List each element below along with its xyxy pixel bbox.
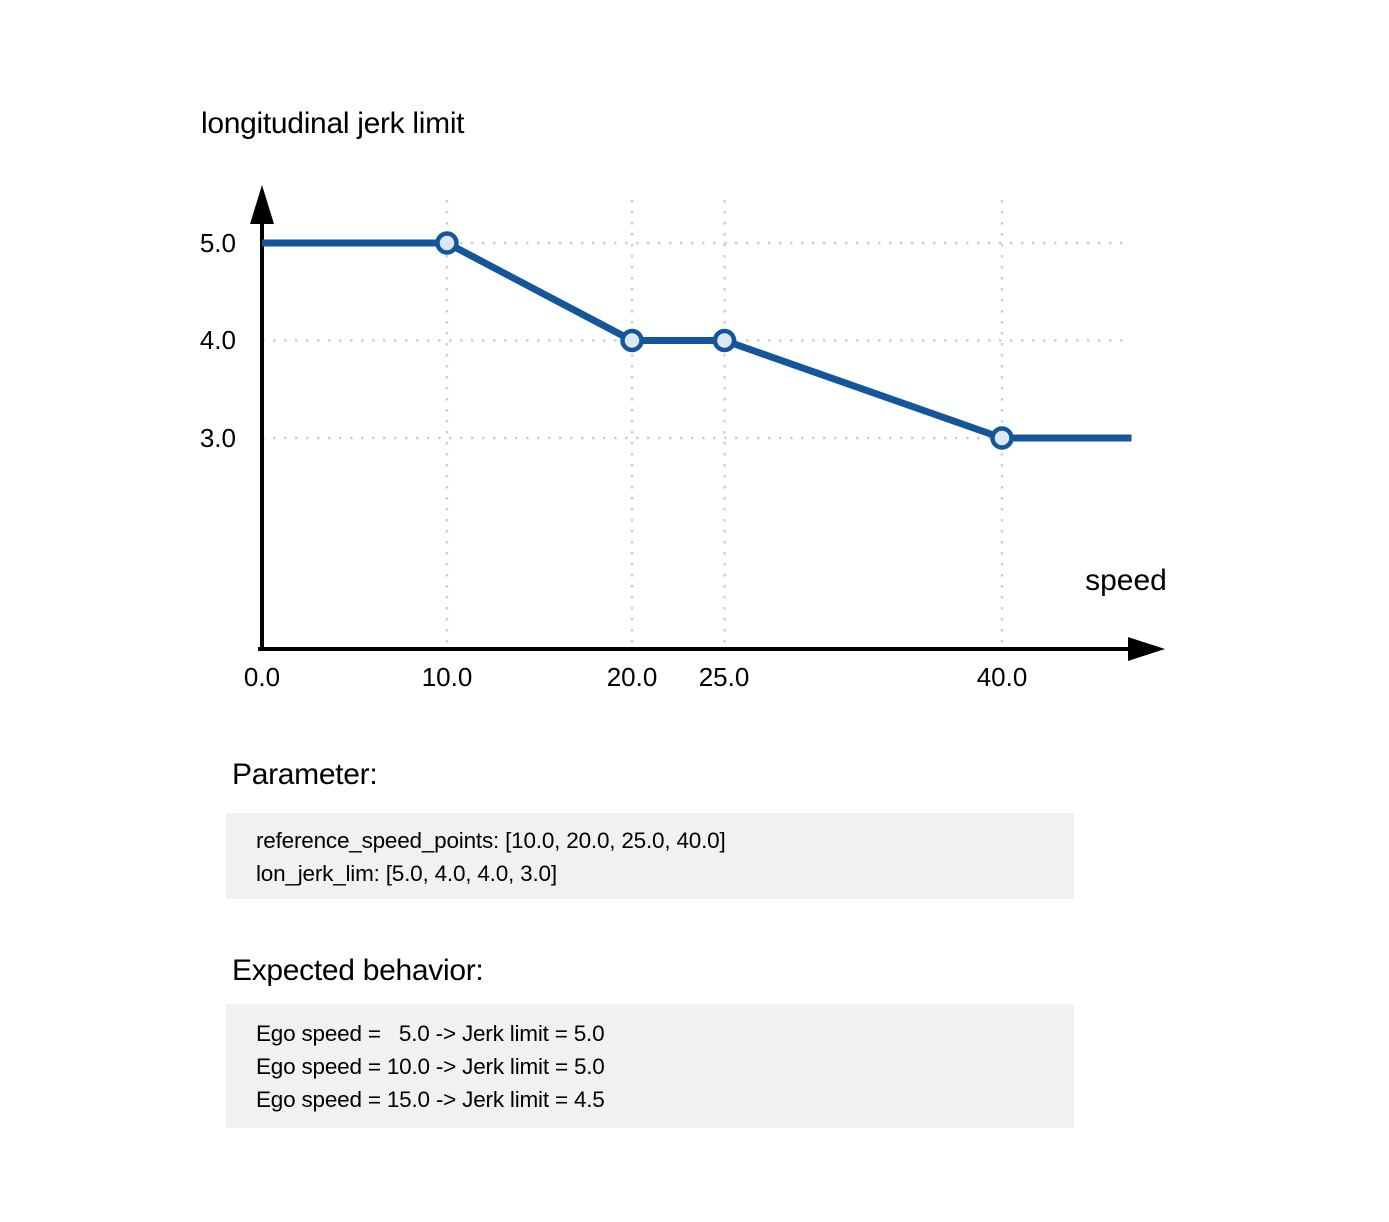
- expected-behavior-line-2: Ego speed = 10.0 -> Jerk limit = 5.0: [256, 1054, 605, 1079]
- x-axis-label: speed: [1085, 564, 1167, 597]
- jerk-limit-chart: [250, 185, 1165, 661]
- x-tick-label-40.0: 40.0: [976, 662, 1028, 692]
- y-tick-label-5.0: 5.0: [199, 228, 236, 258]
- x-tick-label-10.0: 10.0: [421, 662, 473, 692]
- data-point-10-5: [435, 231, 459, 255]
- y-tick-label-3.0: 3.0: [199, 423, 236, 453]
- x-tick-label-25.0: 25.0: [698, 662, 750, 692]
- expected-behavior-line-1: Ego speed = 5.0 -> Jerk limit = 5.0: [256, 1021, 605, 1046]
- marker-layer: [435, 231, 1014, 450]
- grid-layer: [262, 200, 1131, 648]
- data-point-20-4: [620, 328, 644, 353]
- y-axis-arrow-icon: [250, 185, 274, 224]
- parameter-line-lon-jerk-lim: lon_jerk_lim: [5.0, 4.0, 4.0, 3.0]: [256, 861, 557, 886]
- x-axis-arrow-icon: [1128, 637, 1165, 661]
- expected-behavior-line-3: Ego speed = 15.0 -> Jerk limit = 4.5: [256, 1087, 605, 1112]
- data-point-40-3: [990, 426, 1014, 450]
- jerk-limit-line: [262, 239, 1132, 442]
- parameter-heading: Parameter:: [232, 758, 378, 791]
- parameter-line-reference-speed-points: reference_speed_points: [10.0, 20.0, 25.…: [256, 828, 726, 853]
- y-tick-label-4.0: 4.0: [199, 325, 236, 355]
- data-point-25-4: [712, 328, 737, 353]
- line-layer: [262, 239, 1132, 442]
- expected-behavior-heading: Expected behavior:: [232, 954, 484, 987]
- x-tick-label-0.0: 0.0: [243, 662, 281, 692]
- parameter-box: reference_speed_points: [10.0, 20.0, 25.…: [226, 813, 1074, 899]
- expected-behavior-box: Ego speed = 5.0 -> Jerk limit = 5.0 Ego …: [226, 1004, 1074, 1128]
- chart-title: longitudinal jerk limit: [201, 107, 465, 140]
- x-tick-label-20.0: 20.0: [606, 662, 658, 692]
